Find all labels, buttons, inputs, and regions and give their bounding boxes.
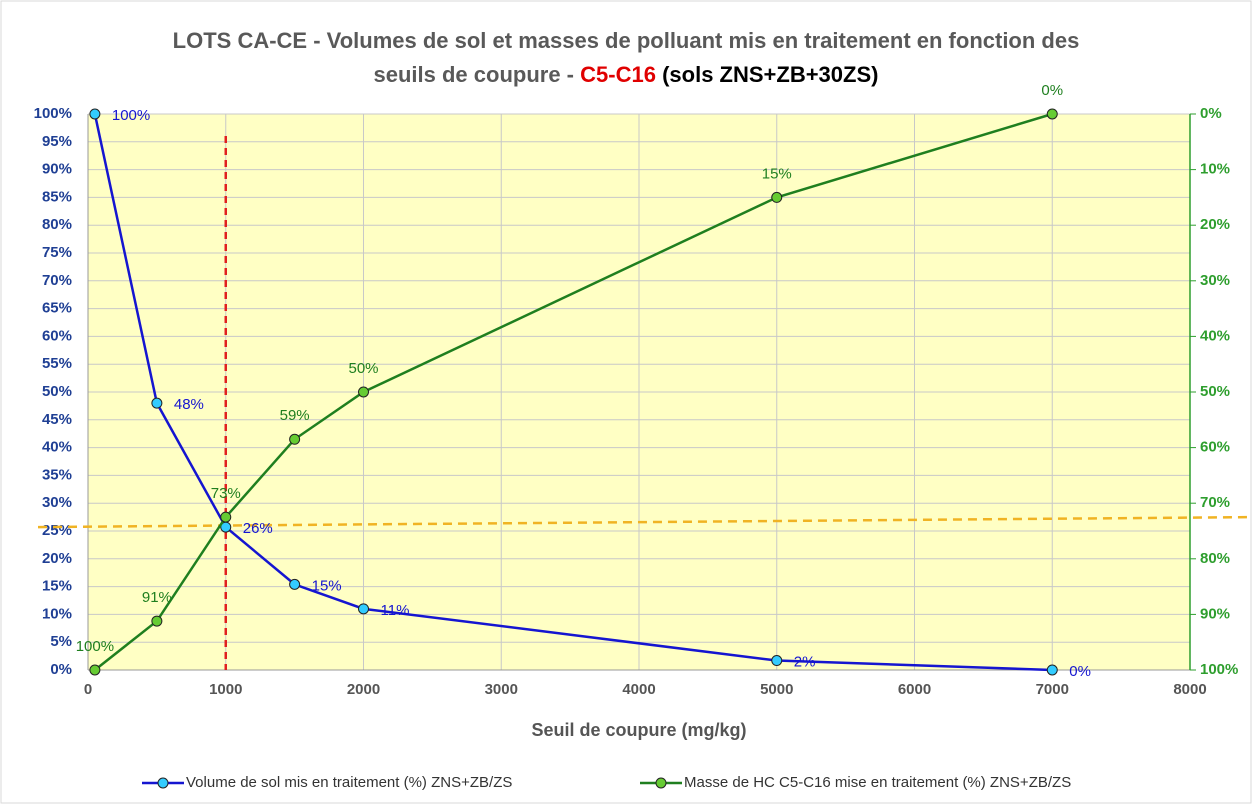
- y-tick-label: 55%: [42, 355, 72, 372]
- y-tick-label: 100%: [34, 105, 72, 122]
- y2-tick-label: 30%: [1200, 272, 1230, 289]
- data-label: 73%: [211, 485, 241, 502]
- data-label: 15%: [312, 577, 342, 594]
- data-label: 11%: [381, 602, 410, 619]
- y-tick-label: 5%: [50, 633, 72, 650]
- data-point: [89, 108, 101, 120]
- data-point: [771, 655, 783, 667]
- data-point: [151, 615, 163, 627]
- legend-marker: [157, 777, 169, 789]
- y-tick-label: 15%: [42, 578, 72, 595]
- data-label: 50%: [348, 360, 378, 377]
- data-label: 15%: [762, 165, 792, 182]
- y-tick-label: 80%: [42, 216, 72, 233]
- x-axis-label: Seuil de coupure (mg/kg): [531, 720, 746, 740]
- x-tick-label: 1000: [209, 681, 242, 698]
- y2-tick-label: 80%: [1200, 550, 1230, 567]
- y-tick-label: 95%: [42, 133, 72, 150]
- y2-tick-label: 40%: [1200, 327, 1230, 344]
- y-tick-label: 85%: [42, 188, 72, 205]
- data-point: [1046, 664, 1058, 676]
- data-point: [289, 433, 301, 445]
- y-tick-label: 10%: [42, 605, 72, 622]
- y-tick-label: 65%: [42, 300, 72, 317]
- y2-tick-label: 10%: [1200, 161, 1230, 178]
- legend-label: Masse de HC C5-C16 mise en traitement (%…: [684, 774, 1071, 791]
- x-tick-label: 6000: [898, 681, 931, 698]
- data-point: [89, 664, 101, 676]
- y2-tick-label: 50%: [1200, 383, 1230, 400]
- x-tick-label: 2000: [347, 681, 380, 698]
- data-label: 91%: [142, 589, 172, 606]
- y-tick-label: 35%: [42, 466, 72, 483]
- y-tick-label: 90%: [42, 161, 72, 178]
- y-tick-label: 0%: [50, 661, 72, 678]
- y-tick-label: 20%: [42, 550, 72, 567]
- x-tick-label: 0: [84, 681, 92, 698]
- legend-label: Volume de sol mis en traitement (%) ZNS+…: [186, 774, 512, 791]
- y-tick-label: 70%: [42, 272, 72, 289]
- y2-tick-label: 100%: [1200, 661, 1238, 678]
- y2-tick-label: 70%: [1200, 494, 1230, 511]
- x-tick-label: 4000: [622, 681, 655, 698]
- y-tick-label: 60%: [42, 327, 72, 344]
- y2-tick-label: 0%: [1200, 105, 1222, 122]
- data-point: [151, 397, 163, 409]
- x-tick-label: 5000: [760, 681, 793, 698]
- y-tick-label: 45%: [42, 411, 72, 428]
- legend-marker: [655, 777, 667, 789]
- reference-line: [37, 515, 1251, 529]
- data-point: [358, 603, 369, 615]
- y2-tick-label: 60%: [1200, 439, 1230, 456]
- data-label: 100%: [76, 638, 114, 655]
- y2-tick-label: 20%: [1200, 216, 1230, 233]
- y-tick-label: 40%: [42, 439, 72, 456]
- data-point: [358, 386, 369, 398]
- y2-tick-label: 90%: [1200, 605, 1230, 622]
- data-label: 0%: [1041, 82, 1063, 99]
- x-tick-label: 7000: [1036, 681, 1069, 698]
- data-point: [771, 191, 783, 203]
- data-label: 2%: [794, 654, 816, 671]
- data-label: 59%: [280, 407, 310, 424]
- data-label: 48%: [174, 396, 204, 413]
- y-tick-label: 50%: [42, 383, 72, 400]
- title-suffix: (sols ZNS+ZB+30ZS): [662, 62, 878, 87]
- y-tick-label: 25%: [42, 522, 72, 539]
- x-tick-label: 8000: [1173, 681, 1206, 698]
- chart-title: seuils de coupure - C5-C16 (sols ZNS+ZB+…: [374, 62, 879, 87]
- y-tick-label: 30%: [42, 494, 72, 511]
- data-label: 26%: [243, 520, 273, 537]
- title-highlight: C5-C16: [580, 62, 656, 87]
- data-label: 0%: [1069, 663, 1091, 680]
- y-tick-label: 75%: [42, 244, 72, 261]
- data-label: 100%: [112, 107, 150, 124]
- title-part: seuils de coupure -: [374, 62, 575, 87]
- data-point: [1046, 108, 1058, 120]
- x-tick-label: 3000: [485, 681, 518, 698]
- data-point: [220, 511, 232, 523]
- data-point: [289, 578, 301, 590]
- chart-title: LOTS CA-CE - Volumes de sol et masses de…: [173, 28, 1080, 53]
